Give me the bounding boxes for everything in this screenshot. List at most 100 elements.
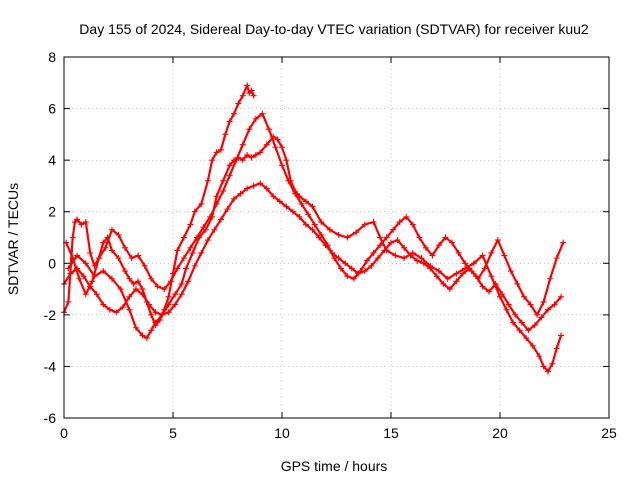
data-point (200, 224, 207, 231)
data-point (231, 195, 238, 202)
x-tick-label: 20 (492, 425, 508, 441)
data-point (449, 239, 456, 246)
data-point (159, 311, 166, 318)
data-point (161, 286, 168, 293)
y-tick-label: 8 (48, 49, 56, 65)
data-point (468, 268, 475, 275)
data-point (357, 268, 364, 275)
data-point (139, 291, 146, 298)
data-point (239, 157, 246, 164)
data-point (220, 177, 227, 184)
data-point (422, 244, 429, 251)
data-point (396, 219, 403, 226)
data-point (132, 286, 139, 293)
data-point (191, 262, 198, 269)
data-point (442, 234, 449, 241)
data-point (453, 270, 460, 277)
data-point (248, 87, 255, 94)
data-point (178, 291, 185, 298)
data-point (126, 293, 133, 300)
data-point (115, 231, 122, 238)
data-point (394, 237, 401, 244)
data-point (233, 157, 240, 164)
y-tick-label: 0 (48, 255, 56, 271)
data-point (298, 200, 305, 207)
series-group (61, 82, 257, 329)
data-point (453, 278, 460, 285)
data-point (544, 306, 551, 313)
data-point (82, 260, 89, 267)
data-point (213, 149, 220, 156)
data-point (499, 291, 506, 298)
data-point (224, 206, 231, 213)
data-point (239, 141, 246, 148)
data-point (132, 324, 139, 331)
data-point (148, 327, 155, 334)
data-point (108, 247, 115, 254)
data-point (364, 257, 371, 264)
data-point (226, 162, 233, 169)
data-point (276, 198, 283, 205)
data-point (135, 278, 142, 285)
data-point (440, 280, 447, 287)
data-point (80, 273, 87, 280)
data-point (344, 273, 351, 280)
data-point (259, 110, 266, 117)
data-point (122, 244, 129, 251)
data-point (283, 157, 290, 164)
data-point (180, 234, 187, 241)
data-point (296, 213, 303, 220)
data-point (335, 231, 342, 238)
data-point (126, 275, 133, 282)
data-point (435, 268, 442, 275)
data-point (113, 309, 120, 316)
data-point (204, 237, 211, 244)
data-point (172, 291, 179, 298)
x-tick-label: 15 (383, 425, 399, 441)
y-tick-label: 4 (48, 152, 56, 168)
data-point (128, 255, 135, 262)
data-point (146, 301, 153, 308)
data-point (108, 275, 115, 282)
data-point (165, 301, 172, 308)
data-point (503, 306, 510, 313)
data-point (252, 151, 259, 158)
data-point (74, 252, 81, 259)
data-point (139, 286, 146, 293)
data-point (143, 335, 150, 342)
data-point (377, 242, 384, 249)
data-point (270, 193, 277, 200)
data-point (492, 280, 499, 287)
data-point (191, 208, 198, 215)
data-point (248, 154, 255, 161)
y-tick-label: 6 (48, 101, 56, 117)
data-point (78, 221, 85, 228)
data-point (209, 157, 216, 164)
data-point (429, 252, 436, 259)
data-point (553, 255, 560, 262)
data-point (370, 249, 377, 256)
data-point (481, 265, 488, 272)
data-point (187, 244, 194, 251)
data-point (283, 203, 290, 210)
data-point (536, 353, 543, 360)
data-point (534, 311, 541, 318)
data-point (486, 288, 493, 295)
data-point (141, 262, 148, 269)
x-tick-label: 5 (169, 425, 177, 441)
data-point (529, 342, 536, 349)
data-point (115, 255, 122, 262)
data-point (403, 213, 410, 220)
data-point (501, 252, 508, 259)
data-point (520, 293, 527, 300)
data-point (516, 327, 523, 334)
data-point (337, 265, 344, 272)
data-point (65, 265, 72, 272)
y-axis-label: SDTVAR / TECUs (5, 183, 21, 295)
data-point (226, 118, 233, 125)
data-point (100, 268, 107, 275)
data-point (152, 309, 159, 316)
data-point (350, 275, 357, 282)
x-tick-label: 0 (60, 425, 68, 441)
